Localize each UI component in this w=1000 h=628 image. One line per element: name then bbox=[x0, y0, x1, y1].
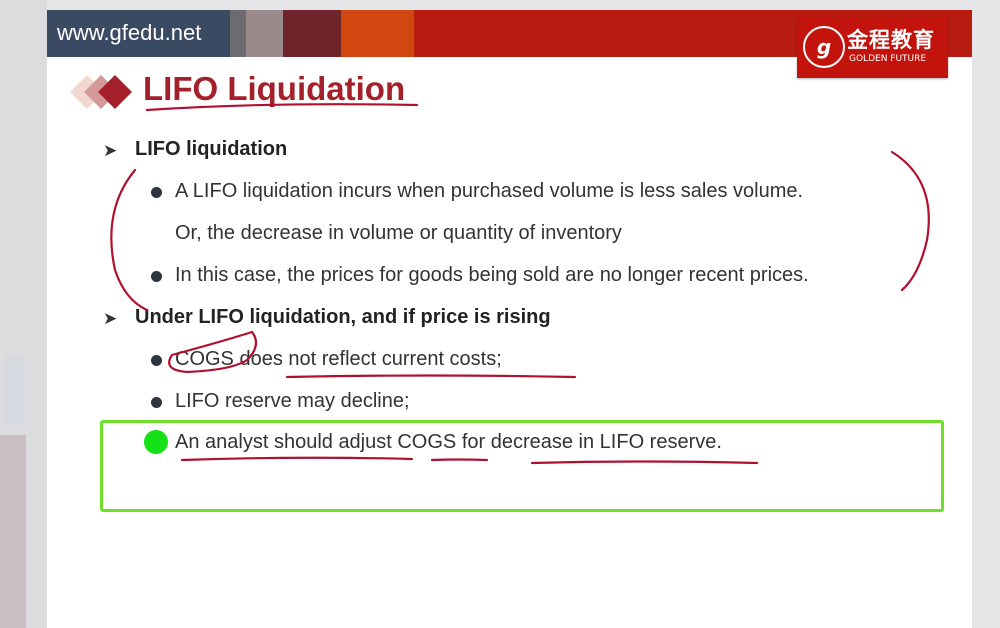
underline bbox=[430, 458, 489, 462]
page-title: LIFO Liquidation bbox=[143, 70, 406, 107]
green-bullet-icon bbox=[144, 430, 168, 454]
underline bbox=[530, 460, 759, 465]
bullet-text: Or, the decrease in volume or quantity o… bbox=[175, 222, 622, 244]
logo-chinese: 金程教育 bbox=[847, 28, 935, 52]
bullet-icon bbox=[151, 397, 162, 408]
highlight-box bbox=[100, 420, 944, 512]
bullet-text: COGS does not reflect current costs; bbox=[175, 348, 502, 370]
underline bbox=[180, 456, 414, 462]
website-url: www.gfedu.net bbox=[57, 20, 202, 45]
section-heading: Under LIFO liquidation, and if price is … bbox=[135, 306, 551, 328]
bullet-text: In this case, the prices for goods being… bbox=[175, 264, 809, 286]
arrow-bullet-icon: ➤ bbox=[103, 309, 118, 329]
logo: g 金程教育 GOLDEN FUTURE bbox=[797, 18, 948, 78]
section-heading: LIFO liquidation bbox=[135, 138, 288, 160]
background-block bbox=[0, 435, 26, 628]
background-strip bbox=[0, 0, 47, 628]
bullet-icon bbox=[151, 355, 162, 366]
underline bbox=[285, 374, 577, 379]
bullet-icon bbox=[151, 271, 162, 282]
logo-mark-icon: g bbox=[803, 26, 845, 68]
bullet-icon bbox=[151, 187, 162, 198]
left-bracket bbox=[110, 168, 149, 312]
cogs-circle bbox=[168, 330, 258, 374]
handwritten-annotations bbox=[110, 103, 930, 465]
title-underline bbox=[145, 103, 419, 112]
bullet-text: A LIFO liquidation incurs when purchased… bbox=[175, 180, 804, 202]
logo-english: GOLDEN FUTURE bbox=[849, 54, 927, 64]
bullet-text: LIFO reserve may decline; bbox=[175, 390, 410, 412]
slide: www.gfedu.net g 金程教育 GOLDEN FUTURE LIFO … bbox=[47, 10, 972, 628]
arrow-bullet-icon: ➤ bbox=[103, 141, 118, 161]
right-bracket bbox=[890, 150, 930, 292]
building-image bbox=[5, 355, 25, 425]
bullet-text: An analyst should adjust COGS for decrea… bbox=[175, 431, 722, 453]
